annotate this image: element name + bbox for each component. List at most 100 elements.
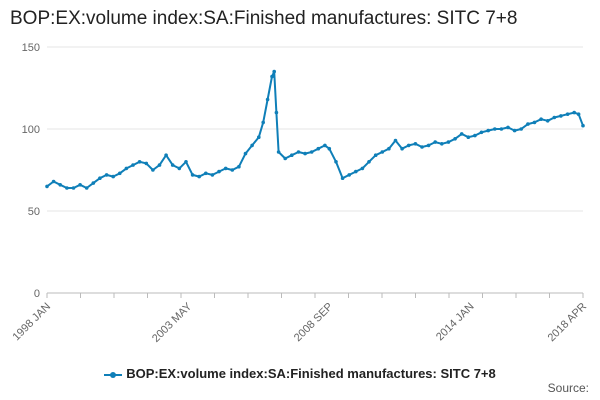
data-point bbox=[217, 169, 221, 174]
plot-area bbox=[45, 69, 585, 190]
y-axis: 0 50 100 150 bbox=[22, 42, 40, 300]
data-point bbox=[170, 163, 175, 167]
data-point bbox=[473, 133, 477, 138]
x-tick-label: 1998 JAN bbox=[10, 301, 53, 344]
data-point bbox=[257, 135, 261, 139]
data-point bbox=[265, 97, 270, 102]
data-point bbox=[78, 183, 82, 187]
data-point bbox=[177, 166, 182, 171]
data-point bbox=[387, 146, 391, 151]
data-point bbox=[373, 153, 378, 157]
data-point bbox=[499, 127, 504, 131]
data-point bbox=[283, 156, 288, 161]
data-point bbox=[91, 181, 96, 185]
data-point bbox=[519, 127, 523, 131]
data-point bbox=[111, 174, 115, 179]
data-point bbox=[440, 142, 444, 146]
data-point bbox=[237, 164, 241, 169]
data-point bbox=[572, 110, 576, 115]
x-tick-label: 2014 JAN bbox=[434, 301, 477, 344]
data-point bbox=[367, 160, 371, 164]
data-point bbox=[466, 135, 471, 139]
data-point bbox=[420, 145, 424, 149]
data-point bbox=[545, 119, 550, 123]
data-point bbox=[151, 168, 155, 172]
legend[interactable]: BOP:EX:volume index:SA:Finished manufact… bbox=[0, 366, 600, 381]
data-point bbox=[565, 112, 570, 116]
data-point bbox=[137, 160, 142, 164]
data-point bbox=[446, 140, 451, 144]
data-point bbox=[190, 173, 195, 177]
gridlines bbox=[47, 46, 583, 294]
data-point bbox=[210, 173, 215, 177]
data-point bbox=[157, 163, 162, 167]
data-point bbox=[270, 74, 274, 79]
data-point bbox=[479, 130, 484, 135]
data-point bbox=[433, 140, 438, 144]
data-point bbox=[340, 176, 345, 180]
data-point bbox=[552, 115, 557, 120]
y-tick-label: 50 bbox=[28, 206, 40, 218]
data-point bbox=[354, 169, 358, 174]
y-tick-label: 150 bbox=[22, 42, 40, 54]
data-point bbox=[261, 120, 266, 125]
y-tick-label: 0 bbox=[34, 288, 40, 300]
data-point bbox=[400, 146, 404, 151]
data-point bbox=[334, 160, 338, 164]
data-point bbox=[309, 150, 314, 154]
data-point bbox=[532, 120, 537, 125]
data-point bbox=[426, 143, 431, 148]
data-point bbox=[144, 161, 149, 166]
data-point bbox=[223, 166, 228, 171]
data-point bbox=[581, 123, 585, 128]
data-point bbox=[243, 151, 248, 156]
data-point bbox=[360, 166, 365, 171]
data-point bbox=[290, 153, 294, 157]
source-label: Source: bbox=[547, 381, 589, 395]
legend-swatch-icon bbox=[104, 370, 123, 380]
data-point bbox=[526, 122, 530, 126]
data-point bbox=[45, 184, 49, 189]
data-point bbox=[512, 128, 517, 133]
data-point bbox=[493, 127, 497, 131]
data-point bbox=[71, 186, 76, 190]
data-point bbox=[559, 114, 563, 118]
data-point bbox=[413, 142, 418, 146]
data-point bbox=[131, 163, 135, 167]
data-point bbox=[276, 150, 281, 154]
chart-title: BOP:EX:volume index:SA:Finished manufact… bbox=[10, 8, 518, 29]
x-tick-label: 2018 APR bbox=[546, 301, 590, 345]
data-point bbox=[323, 143, 327, 148]
x-tick-label: 2003 MAY bbox=[150, 300, 195, 345]
data-point bbox=[393, 138, 398, 143]
data-point bbox=[453, 137, 457, 141]
legend-label: BOP:EX:volume index:SA:Finished manufact… bbox=[126, 366, 496, 381]
data-point bbox=[204, 171, 208, 176]
data-point bbox=[296, 150, 301, 154]
data-point bbox=[124, 166, 129, 171]
data-point bbox=[164, 153, 168, 157]
data-point bbox=[98, 176, 102, 180]
data-point bbox=[303, 151, 307, 156]
data-point bbox=[58, 183, 62, 187]
data-point bbox=[197, 174, 201, 179]
data-point bbox=[347, 173, 352, 177]
data-point bbox=[51, 179, 56, 184]
y-tick-label: 100 bbox=[22, 124, 40, 136]
data-point bbox=[274, 110, 279, 115]
data-point bbox=[104, 173, 109, 177]
data-point bbox=[230, 168, 235, 172]
data-point bbox=[272, 69, 277, 74]
data-point bbox=[486, 128, 491, 133]
data-point bbox=[459, 132, 464, 136]
data-point bbox=[539, 117, 543, 121]
data-point bbox=[184, 160, 188, 164]
data-point bbox=[65, 186, 69, 190]
data-point bbox=[506, 125, 510, 130]
data-point bbox=[250, 143, 254, 148]
data-point bbox=[84, 186, 89, 190]
x-axis: 1998 JAN 2003 MAY 2008 SEP 2014 JAN 2018 APR bbox=[10, 293, 589, 345]
data-point bbox=[316, 146, 321, 151]
data-point bbox=[380, 150, 385, 154]
